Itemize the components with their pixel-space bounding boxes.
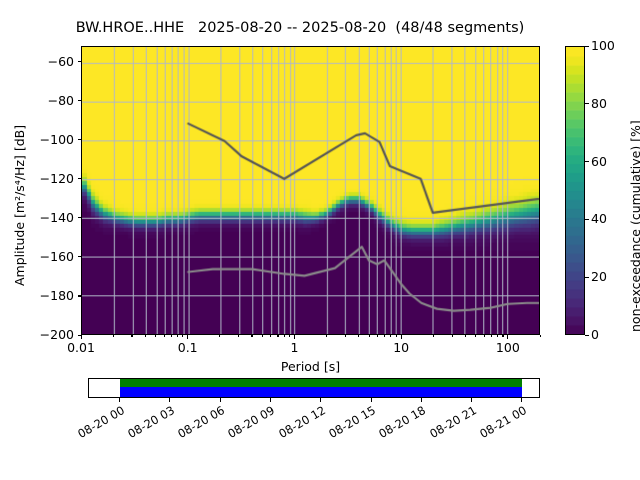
colorbar-tick-mark (585, 334, 589, 336)
x-tick-mark-minor (464, 335, 466, 337)
y-tick-label: −100 (39, 131, 74, 147)
x-tick-mark-minor (490, 335, 492, 337)
y-tick-mark (77, 334, 81, 336)
x-tick-mark-minor (219, 335, 221, 337)
colorbar-gradient (566, 47, 584, 334)
x-tick-mark-minor (112, 335, 114, 337)
y-tick-mark (77, 178, 81, 180)
y-axis-label: Amplitude [m²/s⁴/Hz] [dB] (12, 124, 27, 286)
x-tick-mark-minor (163, 335, 165, 337)
colorbar-tick-label: 20 (591, 269, 607, 285)
x-tick-mark-major (293, 335, 296, 339)
y-tick-label: −200 (39, 327, 74, 342)
colorbar-tick-label: 0 (591, 327, 599, 342)
y-tick-label: −80 (47, 92, 74, 108)
x-tick-mark-minor (432, 335, 434, 337)
x-tick-mark-minor (451, 335, 453, 337)
y-tick-mark (77, 295, 81, 297)
colorbar-tick-label: 100 (591, 38, 615, 53)
colorbar-tick-mark (585, 45, 589, 47)
timeline-tick-mark (320, 398, 322, 402)
x-tick-mark-major (187, 335, 189, 339)
x-tick-mark-minor (270, 335, 272, 337)
colorbar-label: non-exceedance (cumulative) [%] (628, 120, 640, 332)
timeline-tick-mark (269, 398, 272, 402)
colorbar-tick-mark (585, 218, 589, 220)
x-tick-mark-minor (384, 335, 386, 337)
x-tick-mark-minor (376, 335, 379, 337)
x-tick-mark-minor (483, 335, 485, 337)
x-tick-mark-minor (475, 335, 477, 337)
x-tick-mark-major (507, 335, 509, 339)
x-tick-mark-minor (261, 335, 263, 337)
x-tick-mark-minor (502, 335, 504, 337)
colorbar-tick-mark (585, 161, 589, 163)
y-tick-mark (77, 256, 81, 258)
timeline-bar-psd-segments (119, 387, 522, 397)
x-tick-mark-minor (368, 335, 370, 337)
timeline-tick-mark (370, 398, 372, 402)
x-tick-mark-minor (182, 335, 184, 337)
x-tick-mark-minor (238, 335, 240, 337)
x-tick-label: 0.01 (67, 340, 95, 355)
x-tick-mark-minor (358, 335, 360, 337)
timeline-tick-mark (169, 398, 171, 402)
x-tick-mark-minor (251, 335, 253, 337)
colorbar[interactable] (565, 46, 585, 335)
x-tick-mark-minor (176, 335, 178, 337)
timeline-tick-mark (119, 398, 121, 402)
y-tick-mark (77, 139, 81, 141)
x-tick-mark-minor (155, 335, 157, 337)
y-tick-label: −60 (47, 53, 74, 69)
timeline-tick-mark (420, 398, 422, 402)
y-tick-label: −140 (39, 209, 74, 225)
x-tick-mark-minor (344, 335, 346, 337)
timeline-tick-mark (471, 398, 473, 402)
x-tick-mark-minor (326, 335, 328, 337)
colorbar-tick-mark (585, 276, 589, 278)
timeline-bar-data-coverage (119, 379, 522, 388)
x-tick-label: 100 (495, 340, 520, 355)
timeline-plot-area[interactable] (88, 378, 540, 398)
x-tick-mark-minor (283, 335, 285, 337)
x-tick-mark-minor (144, 335, 146, 337)
timeline-tick-mark (219, 398, 221, 402)
x-tick-label: 10 (393, 340, 410, 355)
ppsd-plot-area[interactable] (81, 46, 540, 335)
y-tick-mark (77, 61, 81, 63)
noise-model-curves (82, 47, 539, 334)
x-tick-label: 1 (290, 340, 299, 355)
y-tick-mark (77, 100, 81, 102)
y-tick-label: −120 (39, 170, 74, 186)
x-tick-label: 0.1 (177, 340, 198, 355)
x-tick-mark-minor (390, 335, 392, 337)
x-tick-mark-major (80, 335, 82, 339)
plot-title: BW.HROE..HHE 2025-08-20 -- 2025-08-20 (4… (75, 20, 525, 36)
colorbar-tick-label: 40 (591, 211, 607, 227)
colorbar-tick-mark (585, 103, 589, 105)
y-tick-label: −180 (39, 287, 74, 303)
x-tick-mark-minor (539, 335, 541, 337)
timeline-tick-mark (521, 398, 523, 402)
x-tick-mark-minor (395, 335, 397, 337)
y-tick-mark (77, 217, 81, 219)
x-tick-mark-minor (131, 335, 133, 337)
colorbar-tick-label: 60 (591, 153, 607, 169)
x-tick-mark-minor (289, 335, 291, 337)
colorbar-tick-label: 80 (591, 95, 607, 111)
x-tick-mark-major (400, 335, 402, 339)
x-tick-mark-minor (497, 335, 499, 337)
x-tick-mark-minor (277, 335, 279, 337)
x-axis-label: Period [s] (280, 359, 341, 374)
x-tick-mark-minor (170, 335, 172, 337)
y-tick-label: −160 (39, 248, 74, 264)
